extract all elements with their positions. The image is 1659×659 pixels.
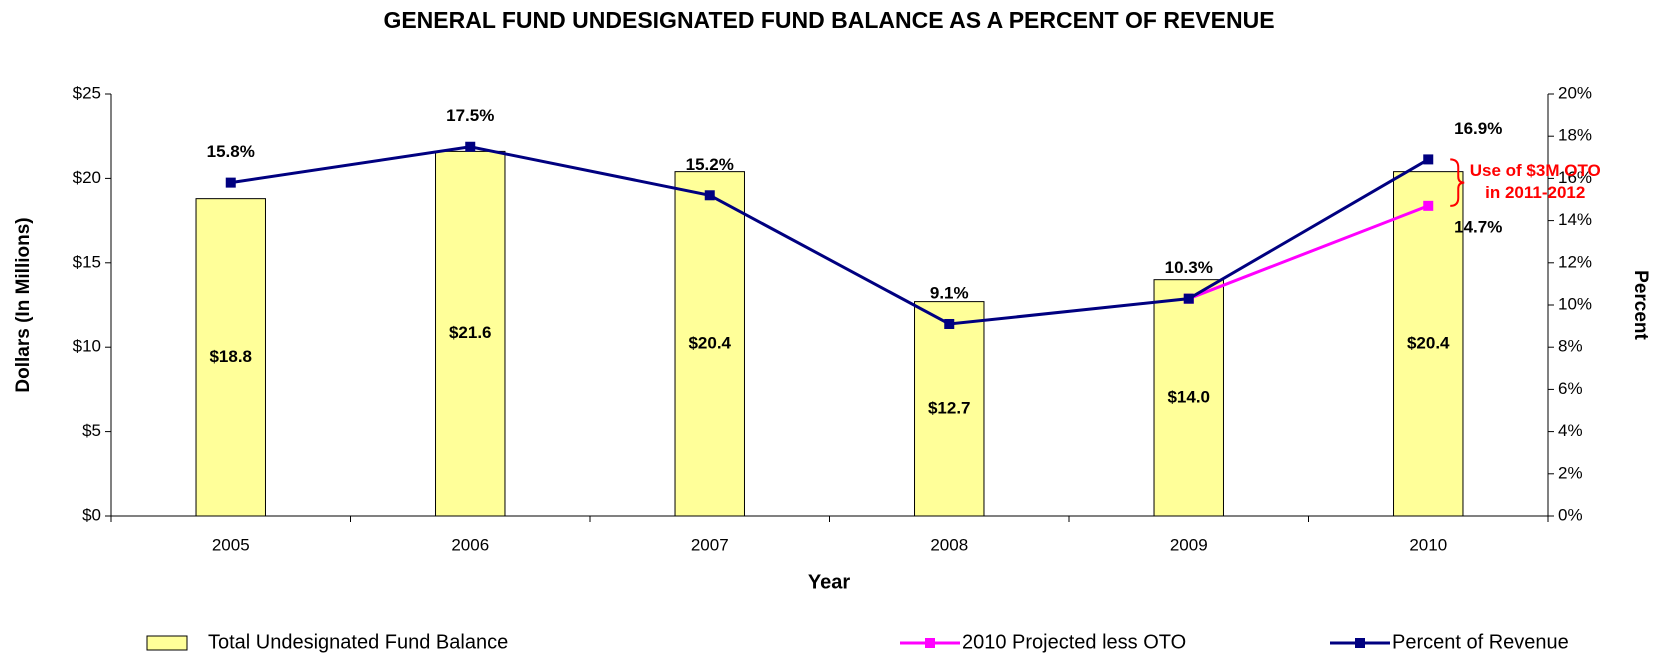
annotation-brace	[1450, 158, 1465, 207]
y2-tick-label: 12%	[1558, 252, 1592, 271]
line-value-label: 15.2%	[686, 155, 734, 174]
legend-swatch	[146, 635, 188, 651]
y2-tick-label: 0%	[1558, 505, 1583, 524]
line-value-label: 17.5%	[446, 106, 494, 125]
y2-tick-label: 14%	[1558, 210, 1592, 229]
line-marker	[1423, 200, 1434, 211]
line-marker	[704, 190, 715, 201]
y2-tick-label: 16%	[1558, 168, 1592, 187]
chart-title: GENERAL FUND UNDESIGNATED FUND BALANCE A…	[383, 7, 1274, 33]
y2-tick-label: 10%	[1558, 294, 1592, 313]
bar-value-label: $20.4	[688, 333, 731, 352]
bar-value-label: $21.6	[449, 323, 492, 342]
bar-value-label: $18.8	[209, 347, 252, 366]
x-tick-label: 2010	[1409, 535, 1447, 554]
y-tick-label: $0	[82, 505, 101, 524]
y-axis-label: Dollars (In Millions)	[13, 217, 34, 392]
x-tick-label: 2006	[451, 535, 489, 554]
x-tick-label: 2007	[691, 535, 729, 554]
y-tick-label: $15	[73, 252, 101, 271]
bar-value-label: $12.7	[928, 398, 971, 417]
y-tick-label: $20	[73, 168, 101, 187]
bar	[1153, 279, 1224, 517]
annotation: Use of $3M OTO	[1470, 161, 1601, 180]
y2-axis-label: Percent	[1630, 270, 1651, 340]
line	[230, 145, 1430, 326]
y-tick-label: $10	[73, 337, 101, 356]
y2-tick-label: 20%	[1558, 83, 1592, 102]
x-tick-label: 2008	[930, 535, 968, 554]
line-marker	[1423, 154, 1434, 165]
annotation: in 2011-2012	[1485, 183, 1585, 202]
bar	[1393, 171, 1464, 517]
line-value-label: 14.7%	[1454, 217, 1502, 236]
bar-value-label: $14.0	[1167, 387, 1210, 406]
x-tick-label: 2009	[1170, 535, 1208, 554]
bar-value-label: $20.4	[1407, 333, 1450, 352]
bar	[195, 198, 266, 517]
y-tick-label: $5	[82, 421, 101, 440]
line-value-label: 9.1%	[930, 283, 969, 302]
legend-label: Total Undesignated Fund Balance	[208, 631, 508, 653]
legend-label: 2010 Projected less OTO	[962, 631, 1186, 653]
bar	[674, 171, 745, 517]
line-marker	[944, 318, 955, 329]
line-marker	[465, 141, 476, 152]
line-value-label: 15.8%	[207, 142, 255, 161]
legend-marker	[1355, 638, 1365, 648]
y-tick-label: $25	[73, 83, 101, 102]
legend-marker	[925, 638, 935, 648]
x-tick-label: 2005	[212, 535, 250, 554]
y2-tick-label: 4%	[1558, 421, 1583, 440]
legend-label: Percent of Revenue	[1392, 631, 1569, 653]
line-marker	[225, 177, 236, 188]
y2-tick-label: 2%	[1558, 463, 1583, 482]
y2-tick-label: 6%	[1558, 379, 1583, 398]
line	[1188, 204, 1429, 301]
line-marker	[1183, 293, 1194, 304]
y2-tick-label: 8%	[1558, 337, 1583, 356]
line-value-label: 10.3%	[1165, 258, 1213, 277]
line-value-label: 16.9%	[1454, 119, 1502, 138]
bar	[435, 150, 506, 517]
bar	[914, 301, 985, 517]
y2-tick-label: 18%	[1558, 126, 1592, 145]
x-axis-label: Year	[808, 571, 850, 593]
